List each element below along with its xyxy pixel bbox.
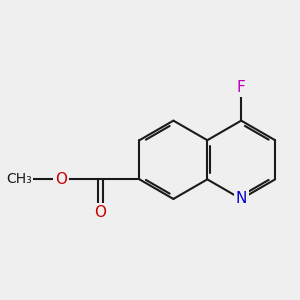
Text: O: O <box>94 205 106 220</box>
Text: F: F <box>237 80 246 95</box>
Text: CH₃: CH₃ <box>6 172 32 186</box>
Text: N: N <box>236 191 247 206</box>
Text: O: O <box>55 172 67 187</box>
